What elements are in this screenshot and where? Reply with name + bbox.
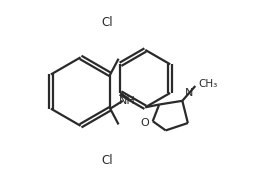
Text: Cl: Cl xyxy=(101,154,113,167)
Text: O: O xyxy=(140,118,149,128)
Text: NH: NH xyxy=(118,96,135,106)
Text: CH₃: CH₃ xyxy=(198,79,217,89)
Text: Cl: Cl xyxy=(101,16,113,29)
Text: N: N xyxy=(185,88,193,98)
